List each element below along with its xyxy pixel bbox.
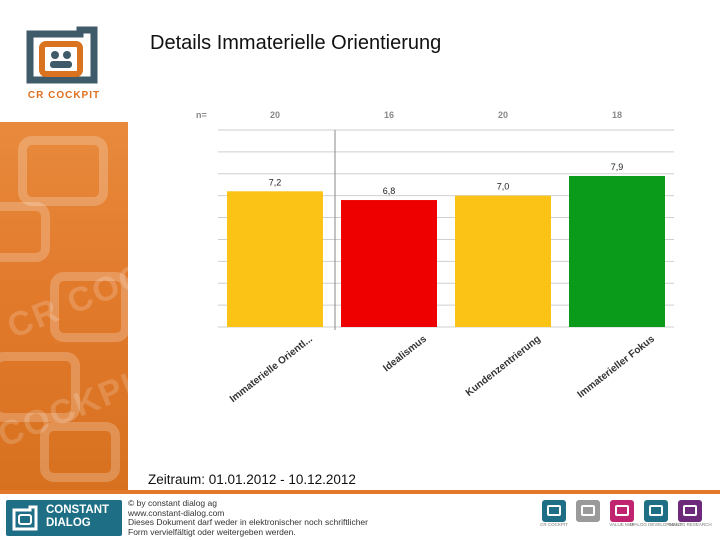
- constant-dialog-icon: [12, 505, 38, 531]
- n-value: 20: [498, 110, 508, 120]
- footer-brand-line-2: DIALOG: [46, 517, 91, 529]
- sidebar-top: CR COCKPIT: [0, 0, 128, 122]
- footer-brand-line-1: CONSTANT: [46, 504, 110, 516]
- product-logo-icon: [678, 500, 702, 522]
- product-icon: DIALOG RESEARCH: [668, 500, 712, 528]
- category-label: Kundenzentrierung: [464, 334, 543, 399]
- decorative-sidebar: CR COC COCKPIT: [0, 122, 128, 490]
- bar: [227, 191, 323, 327]
- bar: [341, 200, 437, 327]
- decor-shape: [50, 272, 128, 342]
- data-label: 7,0: [497, 182, 510, 192]
- data-label: 6,8: [383, 186, 396, 196]
- n-label: n=: [196, 110, 207, 120]
- product-icon: [574, 500, 602, 528]
- notice-line-1: Dieses Dokument darf weder in elektronis…: [128, 517, 368, 527]
- n-value: 16: [384, 110, 394, 120]
- footer-divider: [0, 490, 720, 494]
- data-label: 7,9: [611, 162, 624, 172]
- product-label: CR COCKPIT: [540, 522, 568, 527]
- category-label: Immaterielle Orientl...: [228, 334, 315, 405]
- constant-dialog-logo: CONSTANT DIALOG: [6, 500, 122, 536]
- footer-notice: © by constant dialog ag www.constant-dia…: [128, 498, 368, 537]
- copyright-text: © by constant dialog ag: [128, 498, 217, 508]
- website-link[interactable]: www.constant-dialog.com: [128, 507, 225, 518]
- product-logo-icon: [610, 500, 634, 522]
- product-icon: VALUE MAP: [608, 500, 636, 528]
- product-icons: CR COCKPIT VALUE MAP DIALOG DEVELOPMENT DIA…: [540, 500, 715, 530]
- notice-line-2: Form vervielfältigt oder weitergeben wer…: [128, 526, 296, 537]
- category-label: Immaterieller Fokus: [576, 333, 658, 400]
- product-logo-icon: [576, 500, 600, 522]
- decor-shape: [40, 422, 120, 482]
- n-value: 20: [270, 110, 280, 120]
- category-label: Idealismus: [381, 333, 429, 374]
- bar: [455, 195, 551, 327]
- product-label: DIALOG DEVELOPMENT: [629, 522, 683, 527]
- decor-shape: [18, 136, 108, 206]
- footer-brand: CONSTANT DIALOG: [46, 504, 109, 530]
- brand-name: CR COCKPIT: [27, 90, 101, 101]
- product-icon: CR COCKPIT: [540, 500, 568, 528]
- footer: CONSTANT DIALOG © by constant dialog ag …: [0, 494, 720, 540]
- product-icon: DIALOG DEVELOPMENT: [630, 500, 682, 528]
- cr-cockpit-logo-icon: [26, 26, 98, 84]
- data-label: 7,2: [269, 177, 282, 187]
- product-label: VALUE MAP: [609, 522, 635, 527]
- decor-shape: [0, 352, 80, 422]
- product-label: DIALOG RESEARCH: [668, 522, 712, 527]
- product-logo-icon: [644, 500, 668, 522]
- chart-bars: 7,2 20 Immaterielle Orientl... 6,8 16 Idealis…: [227, 110, 665, 405]
- n-value: 18: [612, 110, 622, 120]
- bar: [569, 175, 665, 327]
- product-logo-icon: [542, 500, 566, 522]
- page-title: Details Immaterielle Orientierung: [150, 32, 442, 54]
- bar-chart: n= 7,2 20 Immaterielle Orientl... 6,8 16 Idea…: [196, 110, 674, 405]
- period-label: Zeitraum: 01.01.2012 - 10.12.2012: [148, 472, 356, 487]
- decor-shape: [0, 202, 50, 262]
